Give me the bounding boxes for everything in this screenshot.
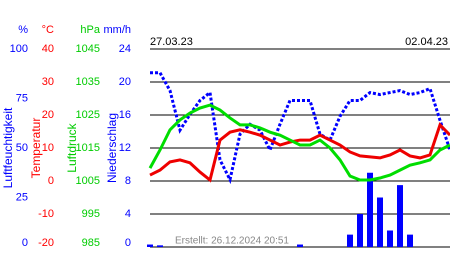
- date-label: 27.03.23: [150, 36, 193, 48]
- axis-title: Temperatur: [29, 118, 43, 179]
- bar: [297, 244, 303, 247]
- bar: [157, 245, 163, 247]
- y-tick-label: 20: [119, 76, 131, 88]
- footer: Erstellt: 26.12.2024 20:51: [175, 236, 289, 247]
- y-tick-label: 100: [10, 43, 28, 55]
- axis-title: Niederschlag: [105, 113, 119, 183]
- y-tick-label: 4: [125, 208, 131, 220]
- y-tick-label: 10: [42, 142, 54, 154]
- y-tick-label: 0: [125, 237, 131, 249]
- y-tick-label: 8: [125, 175, 131, 187]
- axis-title: Luftfeuchtigkeit: [1, 107, 15, 188]
- series-line: [148, 103, 450, 182]
- y-tick-label: 0: [48, 175, 54, 187]
- y-tick-label: 1035: [76, 76, 100, 88]
- series-line: [149, 122, 450, 183]
- y-tick-label: 1025: [76, 109, 100, 121]
- y-tick-label: 1015: [76, 142, 100, 154]
- y-tick-label: 1045: [76, 43, 100, 55]
- bar: [387, 230, 393, 247]
- date-label: 02.04.23: [405, 36, 448, 48]
- bar: [397, 185, 403, 247]
- axis-unit: %: [18, 24, 28, 36]
- y-tick-label: 50: [16, 142, 28, 154]
- y-tick-label: 24: [119, 43, 131, 55]
- y-tick-label: 12: [119, 142, 131, 154]
- series-line: [150, 71, 450, 185]
- y-tick-label: -20: [38, 237, 54, 249]
- bar: [357, 214, 363, 247]
- axis-title: Luftdruck: [65, 122, 79, 172]
- axis-unit: °C: [42, 24, 54, 36]
- y-tick-label: 75: [16, 92, 28, 104]
- y-tick-label: 985: [82, 237, 100, 249]
- bar: [377, 197, 383, 247]
- y-tick-label: 20: [42, 109, 54, 121]
- axis-unit: hPa: [80, 24, 100, 36]
- bar: [147, 244, 153, 247]
- y-tick-label: 1005: [76, 175, 100, 187]
- y-tick-label: 16: [119, 109, 131, 121]
- axis-unit: mm/h: [104, 24, 132, 36]
- y-tick-label: 30: [42, 76, 54, 88]
- y-tick-label: -10: [38, 208, 54, 220]
- bar: [347, 234, 353, 247]
- y-tick-label: 995: [82, 208, 100, 220]
- y-tick-label: 0: [22, 237, 28, 249]
- y-tick-label: 25: [16, 191, 28, 203]
- y-tick-label: 40: [42, 43, 54, 55]
- bar: [407, 234, 413, 247]
- bar: [367, 172, 373, 247]
